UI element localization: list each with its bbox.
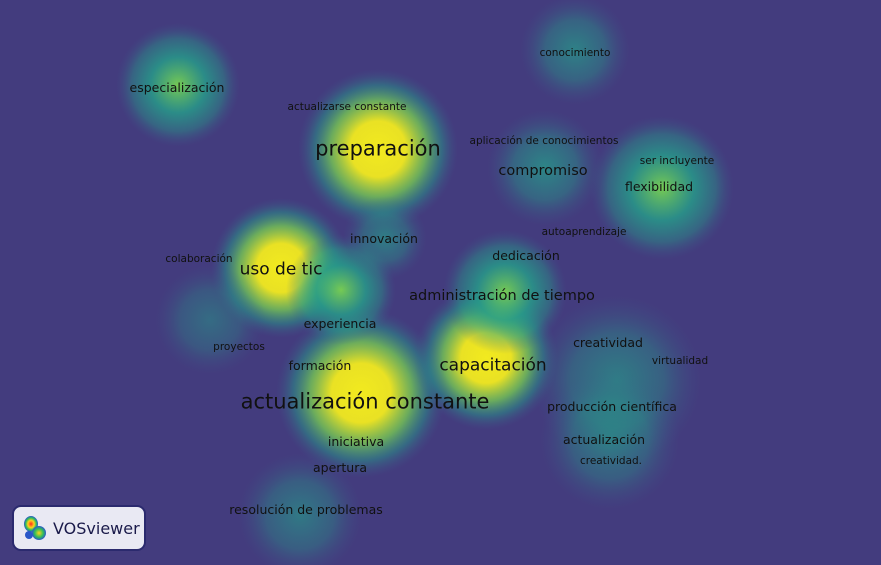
term-label[interactable]: innovación — [350, 230, 418, 246]
density-hotspot — [487, 110, 603, 226]
term-label[interactable]: ser incluyente — [639, 154, 715, 167]
term-label[interactable]: actualizarse constante — [287, 100, 407, 113]
density-hotspot — [238, 453, 362, 565]
vosviewer-logo-icon — [24, 516, 46, 540]
vosviewer-logo[interactable]: VOSviewer — [12, 505, 146, 551]
term-label[interactable]: especialización — [129, 79, 225, 95]
term-label[interactable]: proyectos — [213, 340, 265, 353]
term-label[interactable]: producción científica — [547, 398, 677, 414]
density-hotspot — [343, 196, 427, 280]
term-label[interactable]: resolución de problemas — [229, 501, 383, 517]
vosviewer-logo-text: VOSviewer — [53, 518, 140, 538]
density-hotspot — [443, 230, 567, 354]
density-hotspot — [116, 23, 240, 147]
density-hotspot — [298, 69, 458, 229]
term-label[interactable]: virtualidad — [651, 354, 709, 367]
term-label[interactable]: formación — [288, 357, 352, 373]
term-label[interactable]: creatividad — [573, 334, 643, 350]
term-label[interactable]: colaboración — [165, 252, 233, 265]
term-label[interactable]: dedicación — [492, 247, 560, 263]
term-label[interactable]: capacitación — [439, 355, 547, 376]
term-label[interactable]: flexibilidad — [624, 178, 694, 194]
term-label[interactable]: apertura — [312, 459, 368, 475]
density-hotspot — [520, 0, 630, 105]
term-label[interactable]: compromiso — [498, 162, 588, 179]
term-label[interactable]: iniciativa — [327, 433, 385, 449]
density-hotspot — [155, 265, 265, 375]
density-hotspot — [590, 116, 734, 260]
term-label[interactable]: creatividad. — [579, 454, 643, 467]
density-hotspot — [540, 370, 680, 510]
term-label[interactable]: experiencia — [303, 315, 377, 331]
term-label[interactable]: autoaprendizaje — [541, 225, 627, 238]
term-label[interactable]: actualización constante — [240, 389, 490, 414]
term-label[interactable]: administración de tiempo — [409, 287, 595, 304]
term-label[interactable]: uso de tic — [239, 259, 323, 280]
density-hotspot — [276, 308, 446, 478]
term-label[interactable]: conocimiento — [539, 46, 611, 59]
term-label[interactable]: aplicación de conocimientos — [469, 134, 619, 147]
term-label[interactable]: actualización — [562, 431, 646, 447]
term-label[interactable]: preparación — [315, 136, 441, 161]
